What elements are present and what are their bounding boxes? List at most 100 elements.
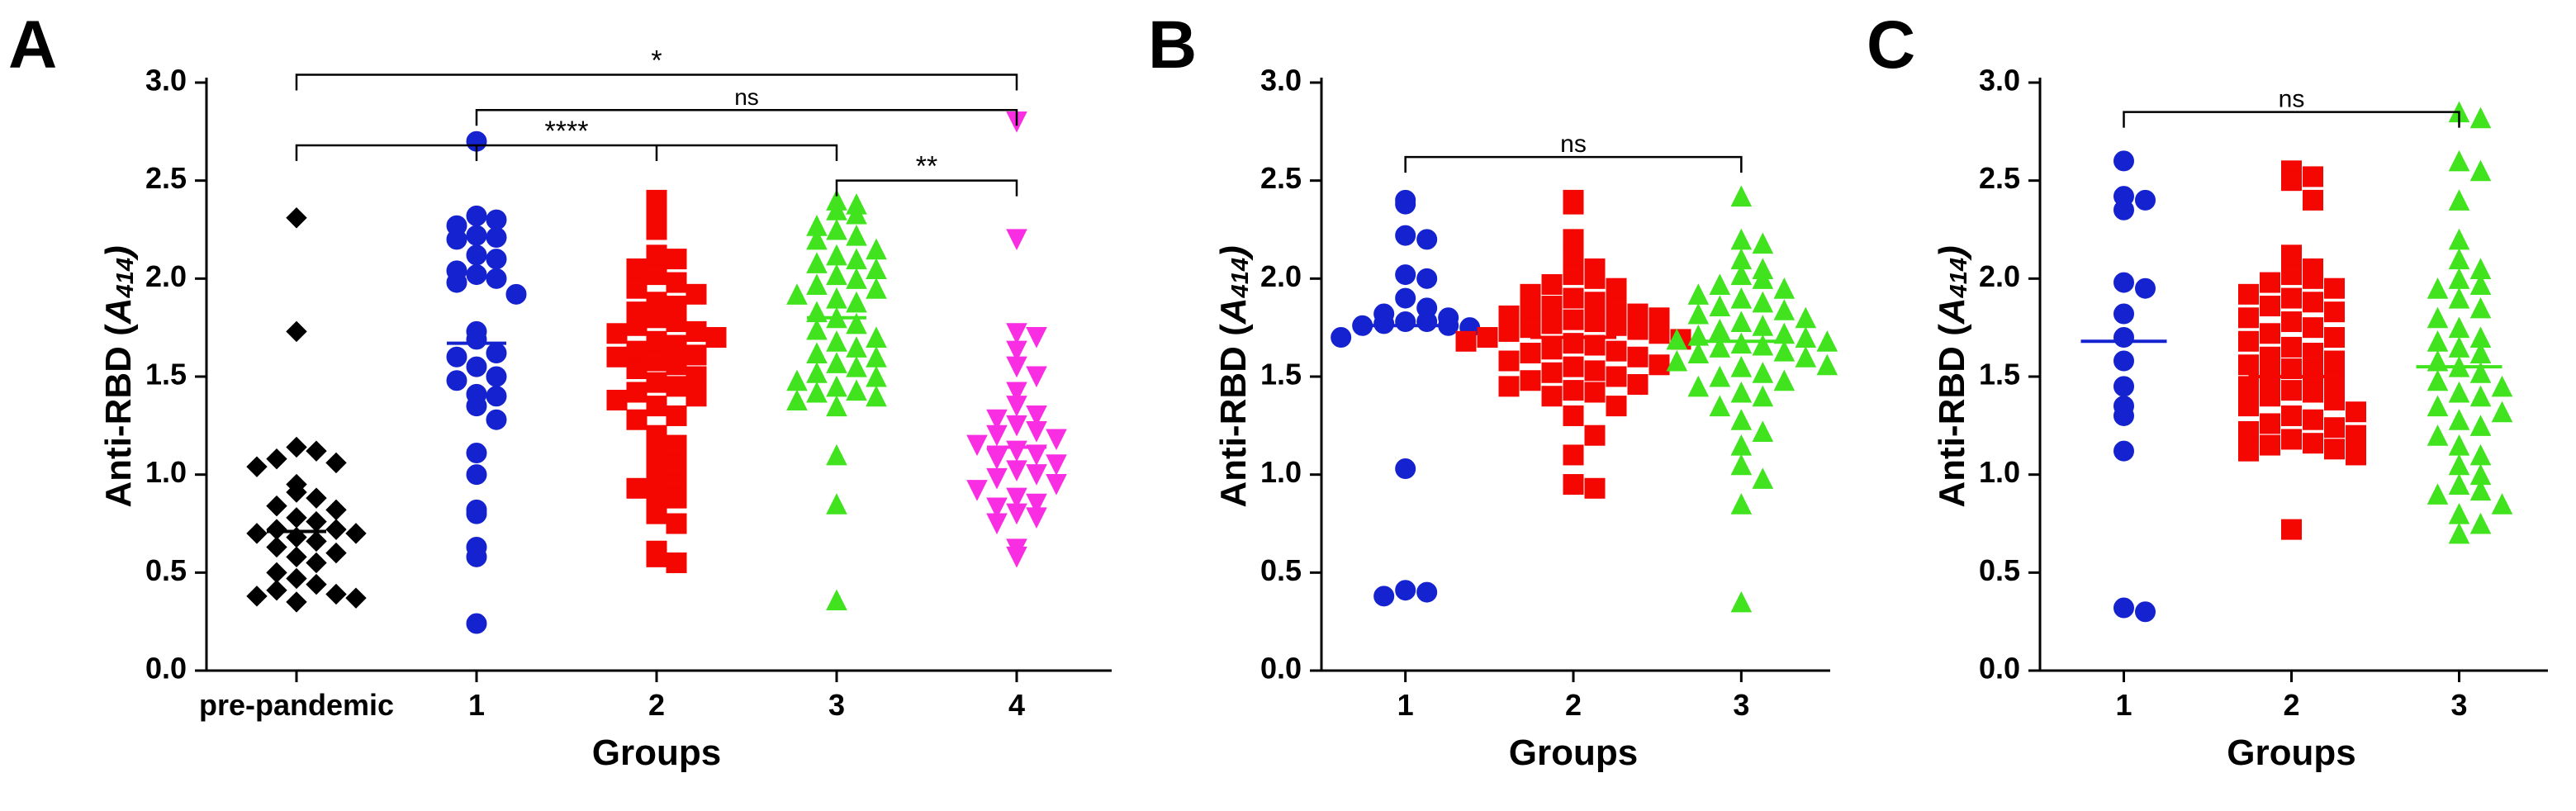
data-point [1710,367,1729,387]
data-point [866,328,886,348]
data-point [1667,351,1686,371]
data-point [306,531,326,551]
data-point [807,274,827,294]
data-point [1585,478,1605,498]
data-point [2303,190,2323,210]
data-point [486,344,506,363]
y-tick-label: 0.0 [1979,652,2020,685]
data-point [1731,592,1751,612]
data-point [2428,484,2448,504]
data-point [1563,381,1583,401]
data-point [486,249,506,269]
data-point [486,227,506,247]
data-point [1688,304,1708,324]
panel-C: C0.00.51.01.52.02.53.0Anti-RBD (A414)123… [1858,0,2576,811]
data-point [627,382,647,402]
significance-bracket [297,145,837,161]
data-point [2450,151,2469,171]
data-point [1606,298,1626,318]
data-point [1007,461,1027,481]
data-point [306,553,326,572]
data-point [2346,445,2366,465]
data-point [1585,425,1605,445]
data-point [2450,230,2469,249]
data-point [1563,230,1583,249]
data-point [607,347,627,367]
data-point [287,568,306,588]
data-point [2282,337,2302,357]
data-point [1007,547,1027,567]
data-point [2239,331,2259,351]
data-point [326,500,346,519]
data-point [1520,318,1540,338]
data-point [1563,406,1583,425]
data-point [2303,167,2323,187]
data-point [2450,268,2469,288]
data-point [667,553,686,572]
data-point [807,363,827,382]
data-point [2303,268,2323,288]
data-point [2136,278,2156,298]
data-point [1731,357,1751,377]
y-tick-label: 3.0 [1979,64,2020,97]
data-point [627,341,647,361]
data-point [2261,296,2280,316]
data-point [447,347,467,367]
data-point [827,494,847,514]
data-point [1585,361,1605,381]
data-point [1606,278,1626,298]
data-point [1817,355,1837,375]
data-point [2282,265,2302,285]
data-point [1520,344,1540,363]
data-point [1585,312,1605,332]
data-point [1007,324,1027,344]
data-point [287,592,306,612]
data-point [987,425,1007,445]
data-point [2239,308,2259,328]
x-axis-title: Groups [1509,733,1638,773]
data-point [2450,410,2469,429]
data-point [1046,429,1066,449]
data-point [2261,414,2280,434]
data-point [627,410,647,429]
data-point [1753,387,1772,406]
data-point [2114,598,2134,618]
data-point [2471,108,2491,128]
data-point [686,284,706,304]
data-point [2325,351,2345,371]
data-point [627,315,647,335]
y-tick-label: 1.0 [1979,455,2020,489]
data-point [1007,504,1027,524]
data-point [1499,377,1519,396]
data-point [847,337,866,357]
data-point [1520,284,1540,304]
data-point [467,614,486,633]
data-point [667,406,686,425]
data-point [2114,200,2134,220]
data-point [1731,334,1751,353]
data-point [866,387,886,406]
data-point [2450,504,2469,524]
data-point [1563,288,1583,308]
y-tick-label: 1.0 [145,455,187,489]
data-point [866,367,886,387]
data-point [1542,274,1562,294]
data-point [1331,328,1351,348]
data-point [467,265,486,285]
data-point [1585,292,1605,312]
x-axis-title: Groups [2227,733,2355,773]
data-point [1396,581,1416,600]
y-tick-label: 1.0 [1260,455,1302,489]
data-point [467,357,486,377]
data-point [2325,390,2345,410]
data-point [2428,396,2448,416]
data-point [447,273,467,292]
data-point [1753,315,1772,335]
data-point [2114,304,2134,324]
data-point [2450,435,2469,455]
data-point [1396,225,1416,245]
y-tick-label: 1.5 [145,358,187,391]
data-point [2114,406,2134,425]
data-point [326,584,346,604]
data-point [247,457,267,477]
